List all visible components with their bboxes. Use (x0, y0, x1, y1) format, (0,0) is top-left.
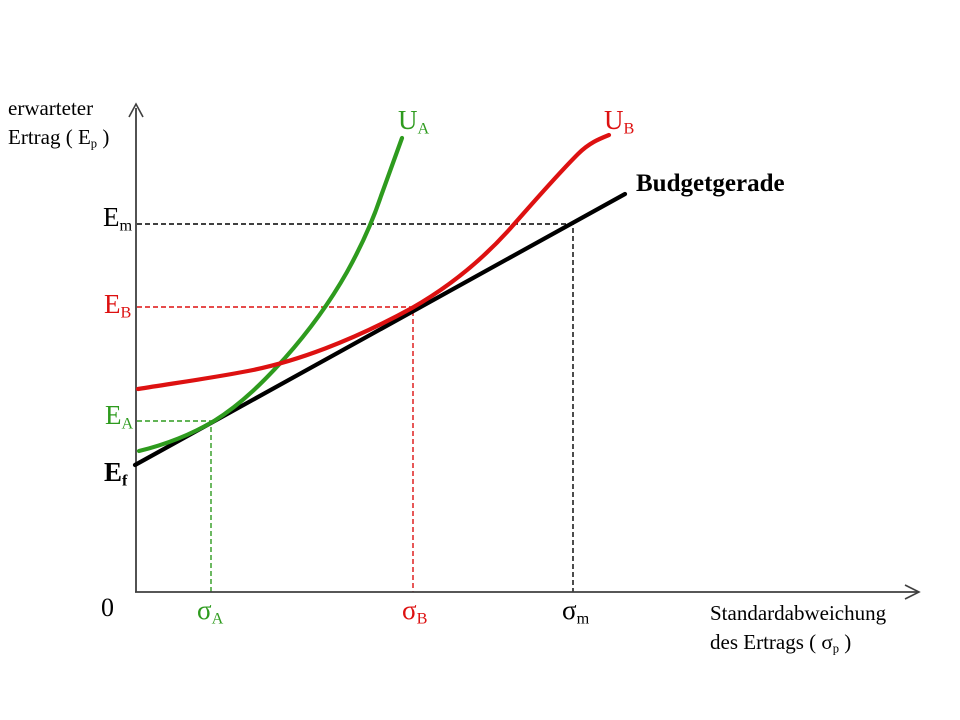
x-tick-sigma-a: σA (197, 595, 224, 628)
y-tick-eb: EB (104, 289, 132, 322)
budget-line-label: Budgetgerade (636, 170, 785, 197)
y-axis-title-line1: erwarteter (8, 96, 94, 120)
y-tick-ef: Ef (104, 457, 128, 490)
y-axis-title: erwarteter Ertrag ( Ep ) (8, 94, 109, 152)
curve-label-ua: UA (398, 105, 430, 138)
indifference-curve-ub (135, 132, 612, 392)
x-tick-sigma-b: σB (402, 595, 428, 628)
origin-label: 0 (101, 593, 114, 622)
curve-label-ub: UB (604, 105, 635, 138)
x-axis-arrowhead-icon (904, 584, 921, 600)
x-axis-title-line2: des Ertrags ( σp ) (710, 629, 852, 656)
guide-dashes-eb-sigma-b (137, 306, 414, 592)
y-axis-title-line2: Ertrag ( Ep ) (8, 124, 110, 151)
guide-dashes-em-sigma-m (137, 223, 574, 592)
y-tick-ea: EA (105, 400, 134, 433)
y-axis-arrowhead-icon (128, 102, 144, 118)
x-axis-title: Standardabweichung des Ertrags ( σp ) (710, 599, 886, 657)
x-axis-title-line1: Standardabweichung (710, 601, 887, 625)
indifference-curve-ua (136, 135, 405, 454)
y-tick-em: Em (103, 202, 133, 235)
x-tick-sigma-m: σm (562, 595, 590, 628)
